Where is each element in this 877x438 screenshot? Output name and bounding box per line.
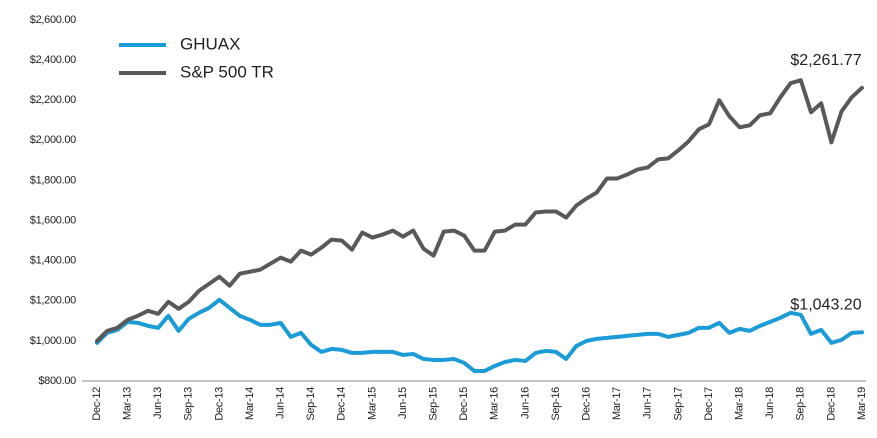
x-tick-label: Jun-15: [397, 387, 409, 419]
legend-label: GHUAX: [180, 34, 240, 53]
y-tick-label: $2,400.00: [30, 54, 76, 66]
x-tick-label: Dec-12: [91, 387, 103, 421]
y-tick-label: $1,600.00: [30, 214, 76, 226]
y-tick-label: $2,200.00: [30, 94, 76, 106]
x-tick-label: Sep-16: [550, 387, 562, 421]
x-tick-label: Sep-18: [795, 387, 807, 421]
x-tick-label: Dec-16: [581, 387, 593, 421]
x-tick-label: Dec-14: [336, 387, 348, 421]
x-tick-label: Jun-13: [152, 387, 164, 419]
x-tick-label: Jun-18: [764, 387, 776, 419]
x-tick-label: Jun-14: [275, 387, 287, 419]
y-tick-label: $1,000.00: [30, 335, 76, 347]
x-tick-label: Jun-17: [642, 387, 654, 419]
x-tick-label: Sep-14: [305, 387, 317, 421]
x-tick-label: Sep-15: [428, 387, 440, 421]
end-value-label: $1,043.20: [790, 296, 861, 313]
y-tick-label: $1,200.00: [30, 295, 76, 307]
x-tick-label: Dec-13: [213, 387, 225, 421]
x-tick-label: Mar-19: [856, 387, 868, 420]
y-tick-label: $1,800.00: [30, 174, 76, 186]
y-tick-label: $2,600.00: [30, 14, 76, 26]
x-tick-label: Mar-16: [489, 387, 501, 420]
x-tick-label: Dec-17: [703, 387, 715, 421]
x-tick-label: Jun-16: [519, 387, 531, 419]
x-tick-label: Dec-18: [825, 387, 837, 421]
x-tick-label: Sep-13: [183, 387, 195, 421]
x-tick-label: Mar-15: [366, 387, 378, 420]
x-tick-label: Mar-14: [244, 387, 256, 420]
y-tick-label: $1,400.00: [30, 255, 76, 267]
y-tick-label: $800.00: [38, 375, 76, 387]
end-value-label: $2,261.77: [790, 52, 861, 69]
series-line: [95, 78, 864, 343]
x-tick-label: Mar-13: [122, 387, 134, 420]
series-line: [95, 297, 864, 373]
x-tick-label: Mar-17: [611, 387, 623, 420]
legend-label: S&P 500 TR: [180, 62, 274, 81]
y-tick-label: $2,000.00: [30, 134, 76, 146]
x-tick-label: Sep-17: [672, 387, 684, 421]
x-tick-label: Dec-15: [458, 387, 470, 421]
x-tick-label: Mar-18: [734, 387, 746, 420]
